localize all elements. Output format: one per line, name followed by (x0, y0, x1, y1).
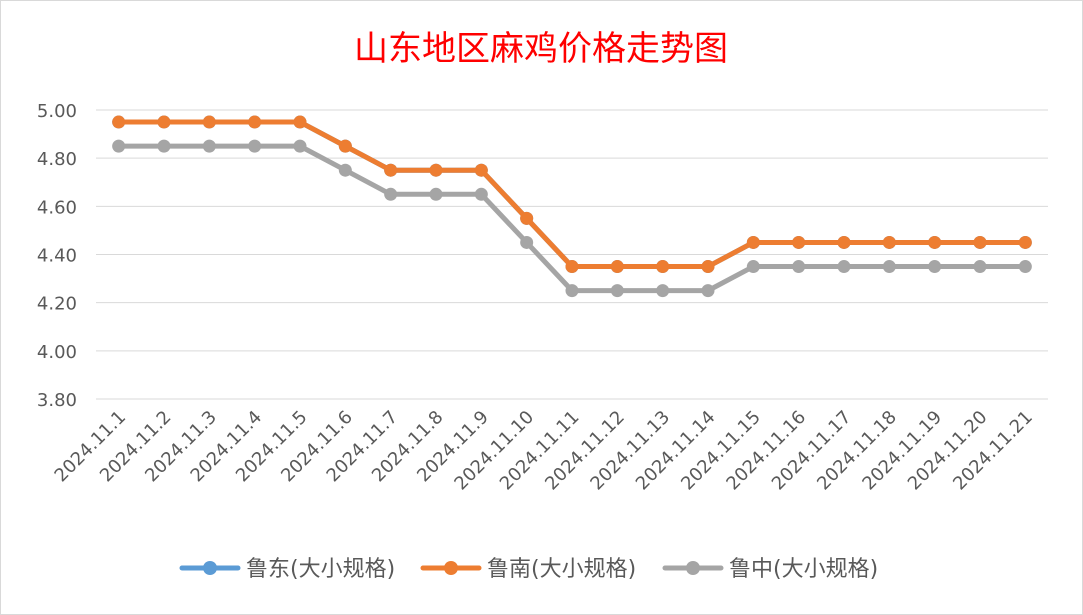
series-1 (112, 115, 1032, 274)
data-point (384, 187, 398, 201)
data-point (1018, 260, 1032, 274)
data-point (429, 187, 443, 201)
data-point (157, 115, 171, 129)
data-point (520, 211, 534, 225)
data-point (837, 260, 851, 274)
data-point (565, 260, 579, 274)
grid (96, 109, 1048, 400)
data-point (112, 115, 126, 129)
data-point (792, 260, 806, 274)
data-point (293, 115, 307, 129)
y-tick-label: 4.80 (37, 149, 77, 170)
data-point (1018, 235, 1032, 249)
data-point (429, 163, 443, 177)
data-point (474, 163, 488, 177)
y-tick-label: 5.00 (37, 101, 77, 122)
data-point (882, 260, 896, 274)
data-point (837, 235, 851, 249)
legend-label: 鲁东(大小规格) (246, 557, 395, 582)
legend-swatch-marker (203, 561, 217, 575)
legend-item: 鲁南(大小规格) (420, 557, 636, 582)
legend-swatch-marker (686, 561, 700, 575)
data-point (474, 187, 488, 201)
y-tick-label: 4.20 (37, 294, 77, 315)
data-point (248, 139, 262, 153)
y-tick-label: 4.40 (37, 246, 77, 267)
data-point (746, 235, 760, 249)
data-point (202, 115, 216, 129)
legend: 鲁东(大小规格) 鲁南(大小规格) 鲁中(大小规格) (179, 557, 878, 582)
data-point (248, 115, 262, 129)
data-point (338, 163, 352, 177)
data-point (882, 235, 896, 249)
data-point (384, 163, 398, 177)
data-point (701, 260, 715, 274)
data-point (973, 260, 987, 274)
data-point (656, 260, 670, 274)
data-point (202, 139, 216, 153)
data-point (928, 235, 942, 249)
data-point (112, 139, 126, 153)
data-point (973, 235, 987, 249)
data-point (928, 260, 942, 274)
legend-item: 鲁东(大小规格) (179, 557, 395, 582)
data-point (565, 284, 579, 298)
data-point (701, 284, 715, 298)
chart-title: 山东地区麻鸡价格走势图 (354, 29, 728, 69)
legend-swatch-marker (444, 561, 458, 575)
data-point (792, 235, 806, 249)
data-point (338, 139, 352, 153)
y-tick-label: 3.80 (37, 390, 77, 411)
data-point (520, 235, 534, 249)
y-axis-ticks: 5.00 4.80 4.60 4.40 4.20 4.00 3.80 (37, 101, 77, 411)
data-point (157, 139, 171, 153)
data-point (610, 260, 624, 274)
y-tick-label: 4.60 (37, 197, 77, 218)
legend-label: 鲁南(大小规格) (487, 557, 636, 582)
series (112, 115, 1032, 298)
legend-item: 鲁中(大小规格) (662, 557, 878, 582)
y-tick-label: 4.00 (37, 342, 77, 363)
data-point (610, 284, 624, 298)
data-point (656, 284, 670, 298)
series-2 (112, 139, 1032, 298)
legend-label: 鲁中(大小规格) (729, 557, 878, 582)
data-point (746, 260, 760, 274)
data-point (293, 139, 307, 153)
